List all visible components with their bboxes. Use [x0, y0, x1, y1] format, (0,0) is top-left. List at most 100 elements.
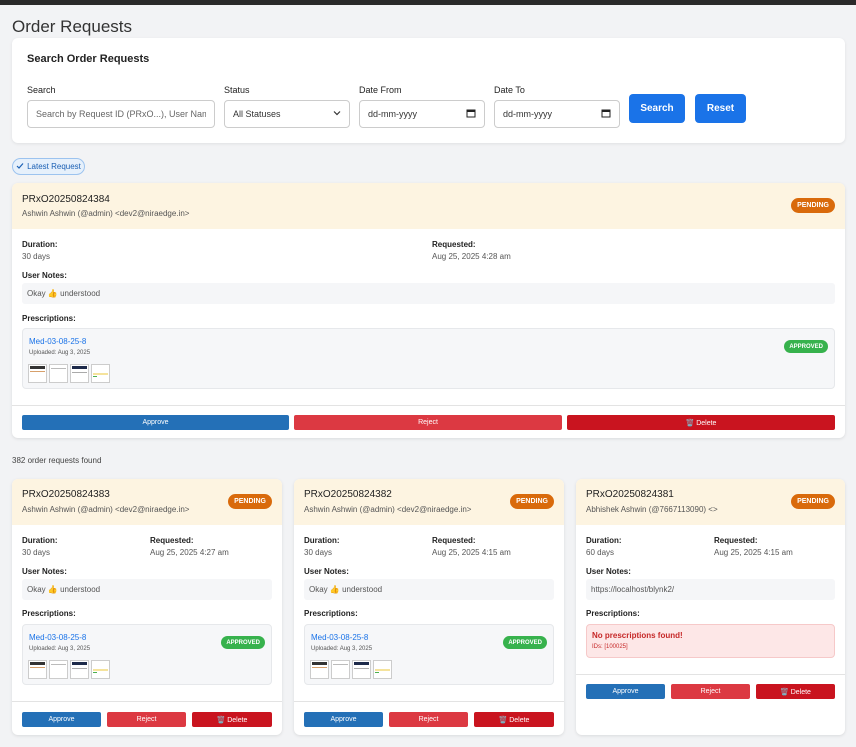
search-input[interactable]: Search by Request ID (PRxO...), User Nam…: [27, 100, 215, 128]
user-notes: Okay 👍 understood: [22, 579, 272, 600]
approve-button[interactable]: Approve: [586, 684, 665, 699]
calendar-icon[interactable]: [466, 108, 476, 120]
request-user: Ashwin Ashwin (@admin) <dev2@niraedge.in…: [22, 209, 190, 218]
reject-button[interactable]: Reject: [107, 712, 186, 727]
request-user: Abhishek Ashwin (@7667113090) <>: [586, 505, 718, 514]
thumbnail-image[interactable]: [49, 660, 68, 679]
duration-value: 60 days: [586, 548, 615, 557]
thumbnail-image[interactable]: [373, 660, 392, 679]
latest-request-tag-label: Latest Request: [27, 162, 81, 171]
browser-top-strip: [0, 0, 856, 5]
check-icon: [16, 162, 24, 172]
search-button[interactable]: Search: [629, 94, 685, 123]
duration-label: Duration:: [586, 536, 622, 545]
approve-button[interactable]: Approve: [304, 712, 383, 727]
request-card: PRxO20250824383 Ashwin Ashwin (@admin) <…: [12, 479, 282, 735]
status-badge: PENDING: [228, 494, 272, 509]
duration-label: Duration:: [22, 536, 58, 545]
search-panel-heading: Search Order Requests: [27, 53, 150, 65]
duration-label: Duration:: [22, 240, 58, 249]
user-notes-label: User Notes:: [22, 271, 67, 280]
no-prescriptions-alert: No prescriptions found! IDs: [100025]: [586, 624, 835, 658]
prescription-name-link[interactable]: Med-03-08-25-8: [311, 633, 369, 642]
duration-value: 30 days: [22, 548, 51, 557]
request-id: PRxO20250824384: [22, 194, 110, 205]
no-prescriptions-ids: IDs: [100025]: [592, 644, 628, 650]
user-notes-label: User Notes:: [586, 567, 631, 576]
user-notes-label: User Notes:: [304, 567, 349, 576]
approved-badge: APPROVED: [503, 636, 547, 649]
latest-request-tag: Latest Request: [12, 158, 85, 175]
thumbnail-image[interactable]: [331, 660, 350, 679]
duration-value: 30 days: [304, 548, 333, 557]
prescription-name-link[interactable]: Med-03-08-25-8: [29, 633, 87, 642]
prescription-thumbnails: [28, 364, 110, 383]
request-id: PRxO20250824381: [586, 489, 674, 500]
prescription-thumbnails: [310, 660, 392, 679]
calendar-icon[interactable]: [601, 108, 611, 120]
divider: [12, 405, 845, 406]
approved-badge: APPROVED: [784, 340, 828, 353]
prescription-item: Med-03-08-25-8 Uploaded: Aug 3, 2025 APP…: [22, 328, 835, 389]
results-count: 382 order requests found: [12, 456, 102, 465]
chevron-down-icon: [333, 109, 341, 119]
request-card: PRxO20250824382 Ashwin Ashwin (@admin) <…: [294, 479, 564, 735]
prescription-thumbnails: [28, 660, 110, 679]
request-user: Ashwin Ashwin (@admin) <dev2@niraedge.in…: [22, 505, 190, 514]
user-notes: Okay 👍 understood: [304, 579, 554, 600]
approved-badge: APPROVED: [221, 636, 265, 649]
reject-button[interactable]: Reject: [294, 415, 562, 430]
date-from-value: dd-mm-yyyy: [368, 109, 417, 119]
prescription-item: Med-03-08-25-8 Uploaded: Aug 3, 2025 APP…: [22, 624, 272, 685]
requested-label: Requested:: [432, 536, 476, 545]
delete-button[interactable]: 🗑️ Delete: [192, 712, 272, 727]
no-prescriptions-message: No prescriptions found!: [592, 631, 683, 640]
date-to-value: dd-mm-yyyy: [503, 109, 552, 119]
prescriptions-label: Prescriptions:: [304, 609, 358, 618]
thumbnail-image[interactable]: [70, 364, 89, 383]
thumbnail-image[interactable]: [28, 364, 47, 383]
requested-value: Aug 25, 2025 4:27 am: [150, 548, 229, 557]
requested-label: Requested:: [432, 240, 476, 249]
date-to-label: Date To: [494, 85, 525, 95]
thumbnail-image[interactable]: [70, 660, 89, 679]
search-label: Search: [27, 85, 56, 95]
thumbnail-image[interactable]: [49, 364, 68, 383]
prescription-name-link[interactable]: Med-03-08-25-8: [29, 337, 87, 346]
prescription-item: Med-03-08-25-8 Uploaded: Aug 3, 2025 APP…: [304, 624, 554, 685]
user-notes: Okay 👍 understood: [22, 283, 835, 304]
prescription-uploaded: Uploaded: Aug 3, 2025: [29, 646, 91, 652]
requested-value: Aug 25, 2025 4:28 am: [432, 252, 511, 261]
prescription-uploaded: Uploaded: Aug 3, 2025: [29, 350, 91, 356]
request-id: PRxO20250824383: [22, 489, 110, 500]
date-from-label: Date From: [359, 85, 402, 95]
search-panel: Search Order Requests Search Search by R…: [12, 38, 845, 143]
date-from-input[interactable]: dd-mm-yyyy: [359, 100, 485, 128]
divider: [294, 701, 564, 702]
page-title: Order Requests: [12, 17, 132, 36]
request-card: PRxO20250824381 Abhishek Ashwin (@766711…: [576, 479, 845, 735]
prescriptions-label: Prescriptions:: [22, 609, 76, 618]
reset-button[interactable]: Reset: [695, 94, 746, 123]
divider: [576, 674, 845, 675]
approve-button[interactable]: Approve: [22, 712, 101, 727]
thumbnail-image[interactable]: [310, 660, 329, 679]
thumbnail-image[interactable]: [91, 364, 110, 383]
delete-button[interactable]: 🗑️ Delete: [474, 712, 554, 727]
reject-button[interactable]: Reject: [671, 684, 750, 699]
thumbnail-image[interactable]: [352, 660, 371, 679]
thumbnail-image[interactable]: [28, 660, 47, 679]
status-badge: PENDING: [791, 494, 835, 509]
delete-button[interactable]: 🗑️ Delete: [567, 415, 835, 430]
status-select[interactable]: All Statuses: [224, 100, 350, 128]
thumbnail-image[interactable]: [91, 660, 110, 679]
requested-value: Aug 25, 2025 4:15 am: [714, 548, 793, 557]
divider: [12, 701, 282, 702]
reject-button[interactable]: Reject: [389, 712, 468, 727]
approve-button[interactable]: Approve: [22, 415, 289, 430]
user-notes-label: User Notes:: [22, 567, 67, 576]
date-to-input[interactable]: dd-mm-yyyy: [494, 100, 620, 128]
status-badge: PENDING: [791, 198, 835, 213]
delete-button[interactable]: 🗑️ Delete: [756, 684, 835, 699]
duration-value: 30 days: [22, 252, 51, 261]
